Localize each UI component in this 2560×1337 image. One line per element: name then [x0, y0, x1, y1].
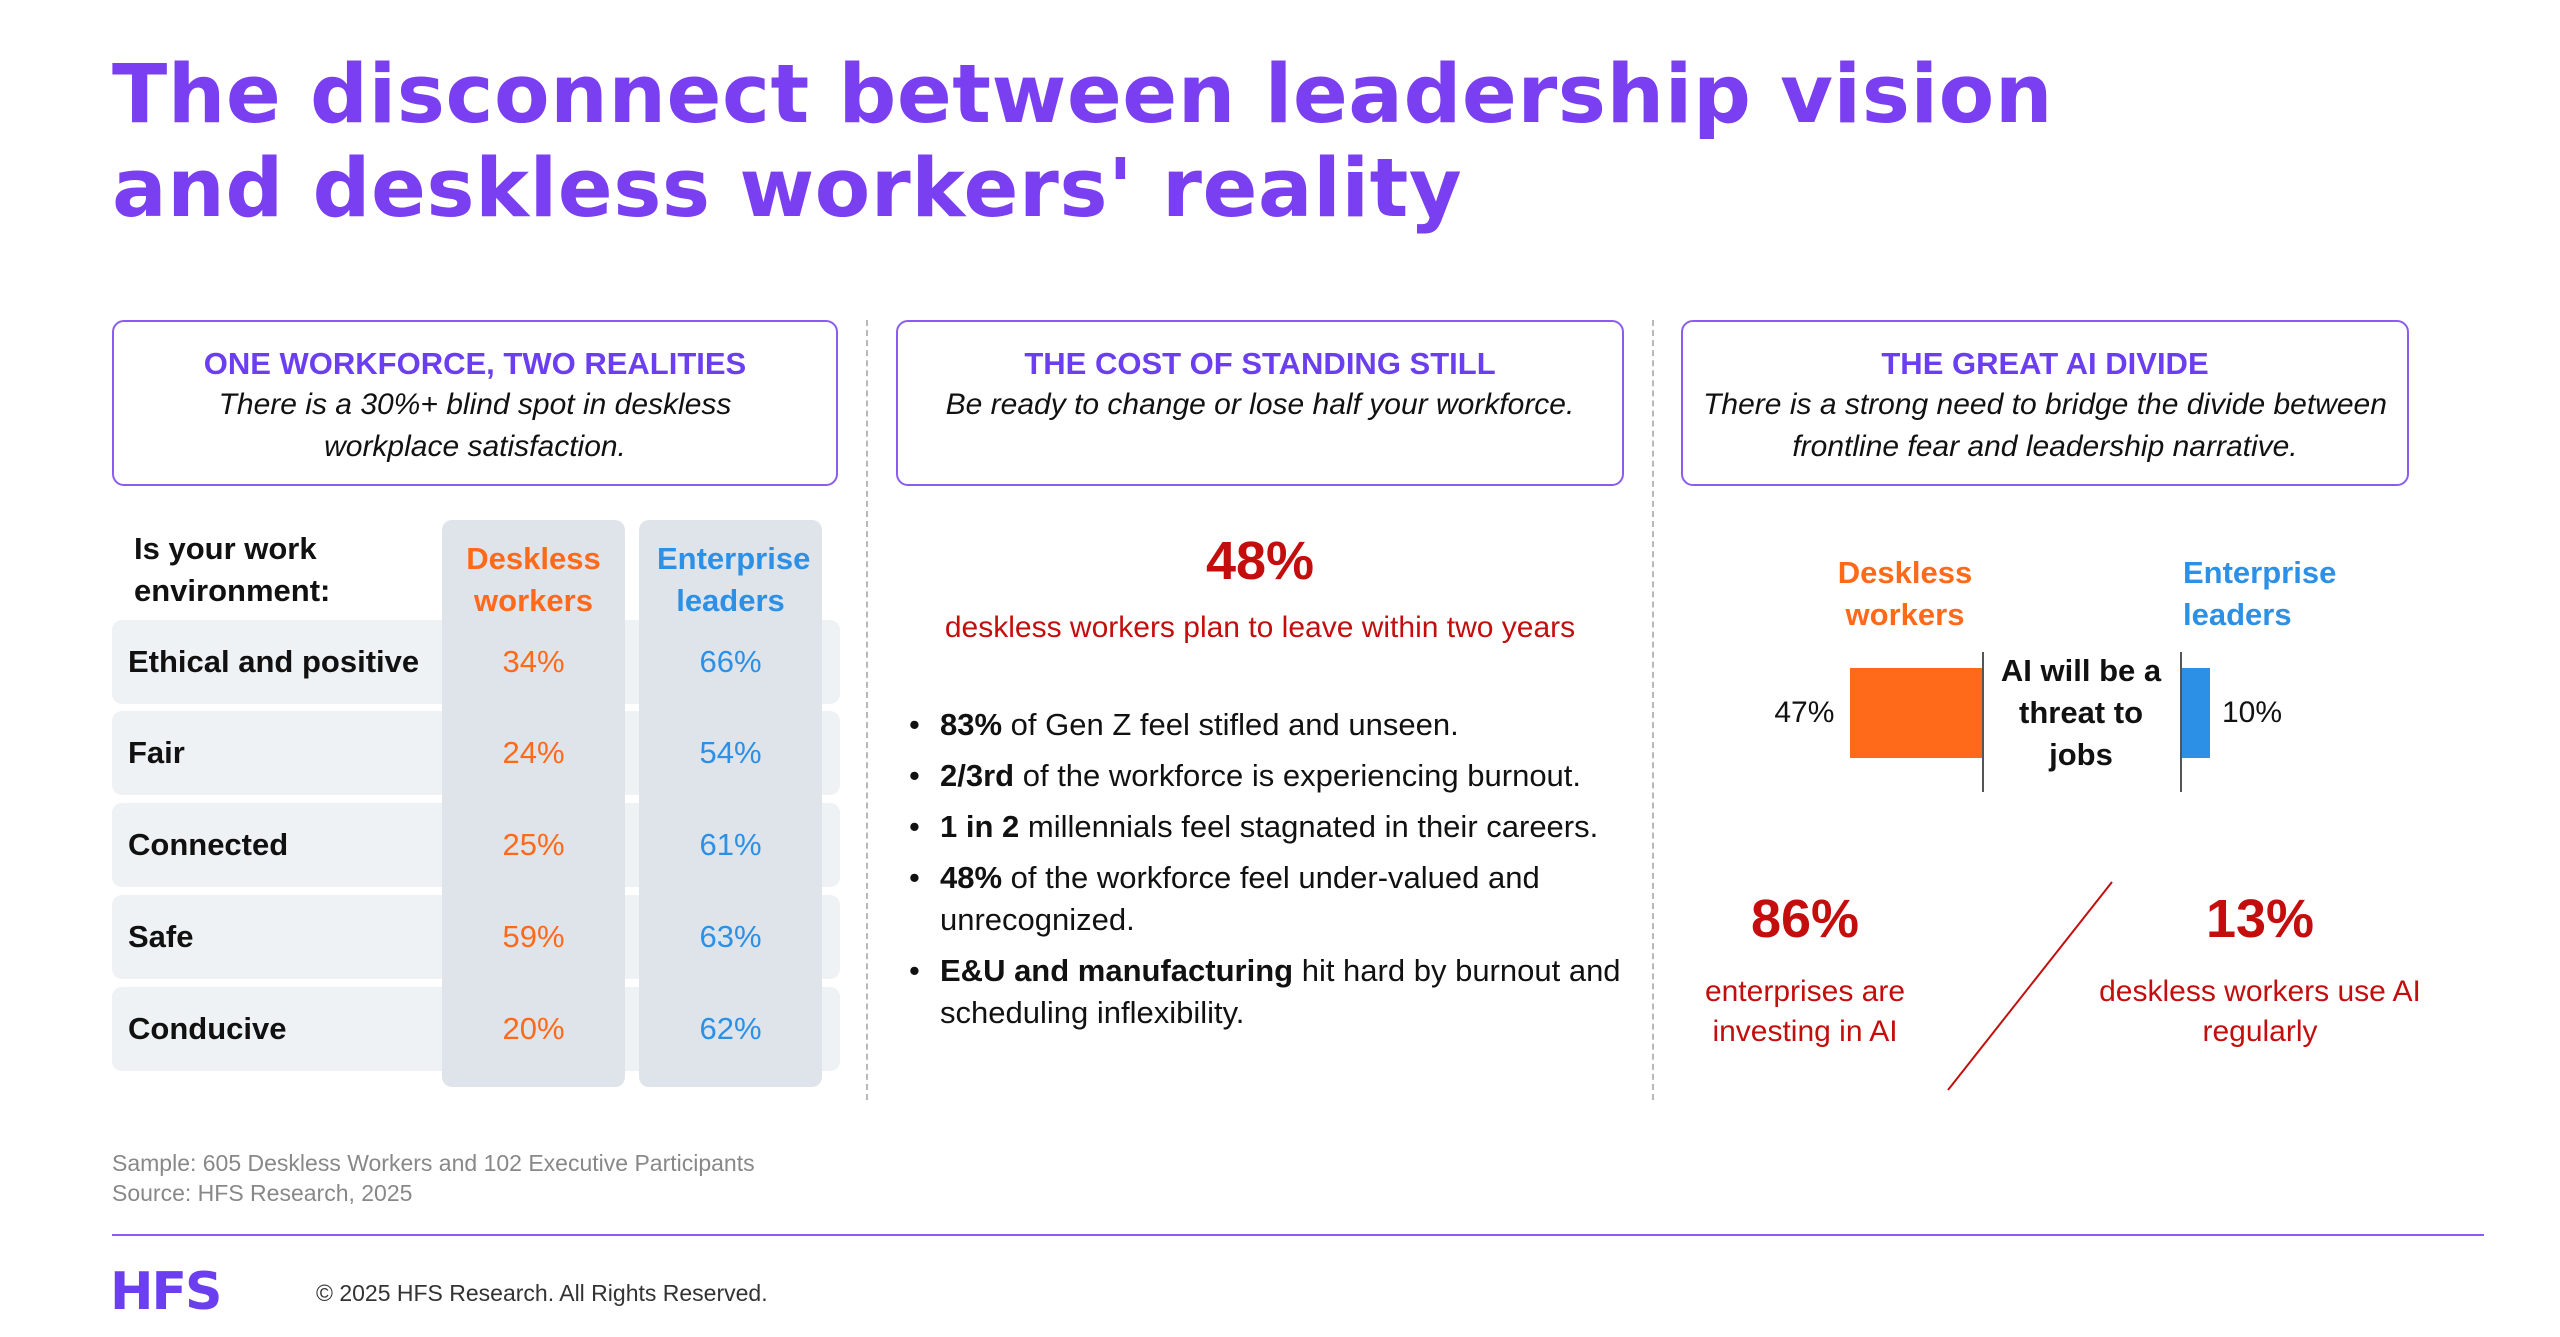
table-row: Fair 24% 54% [112, 711, 840, 795]
list-item: E&U and manufacturing hit hard by burnou… [905, 950, 1635, 1034]
panel-header-standing-still: THE COST OF STANDING STILL Be ready to c… [896, 320, 1624, 486]
source-text: Source: HFS Research, 2025 [112, 1180, 413, 1206]
enterprise-value: 61% [699, 827, 762, 862]
slash-line [1947, 881, 2113, 1091]
hfs-logo: HFS [110, 1262, 222, 1322]
ai-usage-stat: 13% [2205, 889, 2315, 949]
panel-heading: THE GREAT AI DIVIDE [1881, 346, 2209, 381]
deskless-value: 34% [502, 644, 565, 679]
column-divider [1652, 320, 1654, 1100]
chart-title: AI will be a threat to jobs [2000, 653, 2162, 772]
row-label: Conducive [128, 1011, 287, 1046]
leave-stat: 48% [1205, 531, 1315, 591]
list-item: 83% of Gen Z feel stifled and unseen. [905, 704, 1635, 746]
bar-label-deskless: 47% [1774, 696, 1835, 729]
footer-rule [112, 1234, 2484, 1236]
deskless-value: 59% [502, 919, 565, 954]
sample-text: Sample: 605 Deskless Workers and 102 Exe… [112, 1150, 755, 1176]
workforce-bullet-list: 83% of Gen Z feel stifled and unseen. 2/… [905, 704, 1635, 1043]
divider-slash [1947, 881, 2113, 1091]
row-label: Ethical and positive [128, 644, 420, 679]
copyright-text: © 2025 HFS Research. All Rights Reserved… [316, 1280, 768, 1306]
panel-subtitle: Be ready to change or lose half your wor… [945, 388, 1575, 421]
enterprise-value: 66% [699, 644, 762, 679]
list-item: 1 in 2 millennials feel stagnated in the… [905, 806, 1635, 848]
enterprise-column-highlight [639, 520, 822, 1087]
panel-header-workforce: ONE WORKFORCE, TWO REALITIES There is a … [112, 320, 838, 486]
title-line-1: The disconnect between leadership vision [112, 48, 2053, 142]
panel-subtitle: There is a strong need to bridge the div… [1703, 388, 2387, 463]
panel-heading: ONE WORKFORCE, TWO REALITIES [203, 346, 747, 381]
table-row: Ethical and positive 34% 66% [112, 620, 840, 704]
deskless-value: 20% [502, 1011, 565, 1046]
enterprise-value: 63% [699, 919, 762, 954]
bar-deskless [1850, 668, 1982, 758]
legend-deskless: Deskless workers [1837, 555, 1973, 632]
panel-subtitle: There is a 30%+ blind spot in deskless w… [218, 388, 732, 463]
table-row: Connected 25% 61% [112, 803, 840, 887]
panel-header-ai-divide: THE GREAT AI DIVIDE There is a strong ne… [1681, 320, 2409, 486]
ai-usage-caption: deskless workers use AI regularly [2099, 975, 2421, 1048]
list-item: 2/3rd of the workforce is experiencing b… [905, 755, 1635, 797]
legend-enterprise: Enterprise leaders [2183, 555, 2337, 632]
chart-axis-left [1982, 652, 1984, 792]
deskless-column-highlight [442, 520, 625, 1087]
column-header-deskless: Deskless workers [466, 541, 601, 618]
panel-heading: THE COST OF STANDING STILL [1024, 346, 1496, 381]
table-row: Safe 59% 63% [112, 895, 840, 979]
leave-stat-caption: deskless workers plan to leave within tw… [944, 611, 1576, 644]
row-label: Fair [128, 735, 185, 770]
bar-label-enterprise: 10% [2222, 696, 2283, 729]
survey-question: Is your work environment: [134, 531, 331, 608]
bar-enterprise [2182, 668, 2210, 758]
column-divider [866, 320, 868, 1100]
chart-axis-right [2180, 652, 2182, 792]
list-item: 48% of the workforce feel under-valued a… [905, 857, 1635, 941]
title-line-2: and deskless workers' reality [112, 142, 1463, 236]
page-title: The disconnect between leadership vision… [112, 48, 2492, 236]
column-header-enterprise: Enterprise leaders [657, 541, 811, 618]
source-note: Sample: 605 Deskless Workers and 102 Exe… [112, 1148, 755, 1208]
deskless-value: 24% [502, 735, 565, 770]
table-row: Conducive 20% 62% [112, 987, 840, 1071]
enterprise-value: 62% [699, 1011, 762, 1046]
enterprise-value: 54% [699, 735, 762, 770]
ai-investing-stat: 86% [1750, 889, 1860, 949]
row-label: Safe [128, 919, 194, 954]
row-label: Connected [128, 827, 289, 862]
deskless-value: 25% [502, 827, 565, 862]
ai-investing-caption: enterprises are investing in AI [1704, 975, 1906, 1048]
